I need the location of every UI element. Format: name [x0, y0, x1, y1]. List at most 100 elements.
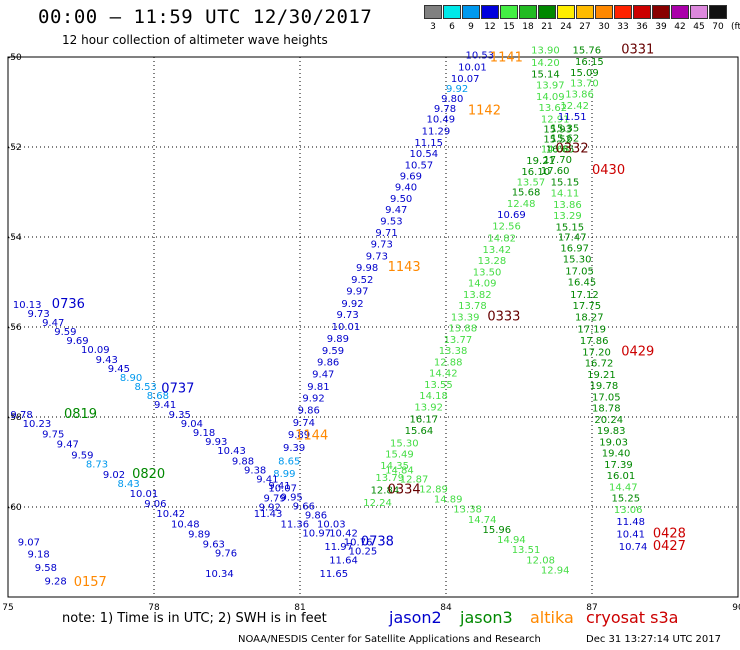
- lat-tick-label: -50: [7, 53, 22, 63]
- wave-height-value: 14.11: [551, 189, 580, 200]
- wave-height-value: 17.05: [565, 266, 594, 277]
- wave-height-value: 11.51: [558, 112, 587, 123]
- satellite-jason3-label: jason3: [460, 608, 513, 627]
- wave-height-value: 16:15: [575, 57, 604, 68]
- wave-height-value: 9.40: [395, 183, 417, 194]
- wave-height-value: 10.01: [332, 322, 361, 333]
- wave-height-value: 11.97: [324, 542, 353, 553]
- legend-swatch: [690, 5, 708, 19]
- pass-time-label: 0738: [361, 534, 394, 549]
- wave-height-value: 14.18: [419, 391, 448, 402]
- wave-height-value: 17.39: [604, 460, 633, 471]
- wave-height-value: 12.91: [541, 114, 570, 125]
- wave-height-value: 14.42: [429, 369, 458, 380]
- wave-height-value: 10.53: [465, 50, 494, 61]
- wave-height-value: 19.83: [597, 426, 626, 437]
- wave-height-value: 20.24: [594, 415, 623, 426]
- wave-height-value: 10.54: [410, 149, 439, 160]
- legend-swatch: [671, 5, 689, 19]
- wave-height-value: 9.04: [181, 419, 203, 430]
- wave-height-value: 9.73: [371, 239, 393, 250]
- legend-swatch: [652, 5, 670, 19]
- lon-tick-label: 84: [440, 603, 452, 613]
- wave-height-value: 11.48: [616, 517, 645, 528]
- wave-height-value: 8.65: [278, 456, 300, 467]
- wave-height-value: 15.09: [570, 68, 599, 79]
- pass-time-label: 0736: [52, 297, 85, 312]
- wave-height-value: 9.86: [298, 405, 320, 416]
- lat-tick-label: -58: [7, 413, 22, 423]
- wave-height-value: 8.68: [147, 391, 169, 402]
- wave-height-value: 9.41: [268, 481, 290, 492]
- wave-height-value: 13.92: [414, 402, 443, 413]
- wave-height-value: 17.60: [541, 166, 570, 177]
- wave-height-value: 9.47: [57, 440, 79, 451]
- wave-height-value: 9.38: [244, 465, 266, 476]
- wave-height-value: 13.38: [453, 504, 482, 515]
- lon-tick-label: 75: [2, 603, 13, 613]
- lat-tick-label: -54: [7, 233, 22, 243]
- wave-height-value: 19.21: [587, 370, 616, 381]
- wave-height-value: 18.27: [575, 312, 604, 323]
- wave-height-value: 9.97: [346, 287, 368, 298]
- legend-bin-label: 9: [468, 22, 474, 32]
- legend-bin-label: 30: [598, 22, 610, 32]
- wave-height-value: 16.45: [568, 278, 597, 289]
- wave-height-value: 10.03: [317, 519, 346, 530]
- wave-height-value: 15.93: [543, 125, 572, 136]
- wave-height-value: 15.68: [512, 188, 541, 199]
- wave-height-value: 9.78: [10, 410, 32, 421]
- legend-swatch: [500, 5, 518, 19]
- wave-height-value: 13.78: [458, 301, 487, 312]
- wave-height-value: 14.89: [434, 495, 463, 506]
- wave-height-value: 9.76: [215, 549, 237, 560]
- wave-height-value: 9.43: [96, 355, 118, 366]
- pass-time-label: 0333: [487, 309, 520, 324]
- wave-height-value: 15.64: [405, 426, 434, 437]
- wave-height-value: 15.76: [573, 45, 602, 56]
- pass-time-label: 0331: [621, 42, 654, 57]
- wave-height-value: 10.42: [329, 528, 358, 539]
- wave-height-value: 13.55: [424, 380, 453, 391]
- wave-height-value: 17.75: [573, 301, 602, 312]
- legend-bin-label: 36: [636, 22, 648, 32]
- pass-time-label: 1143: [388, 260, 421, 275]
- wave-height-value: 9.73: [337, 310, 359, 321]
- wave-height-value: 14.20: [531, 58, 560, 69]
- track-values: 10.5310.0110.079.929.809.7810.4911.2911.…: [10, 45, 647, 587]
- wave-height-value: 9.18: [193, 428, 215, 439]
- wave-height-value: 10.41: [616, 530, 645, 541]
- wave-height-value: 11.36: [281, 519, 310, 530]
- wave-height-value: 19.03: [599, 437, 628, 448]
- legend-bin-label: 18: [522, 22, 534, 32]
- wave-height-value: 16.72: [585, 359, 614, 370]
- wave-height-value: 9.07: [18, 537, 40, 548]
- legend-swatch: [709, 5, 727, 19]
- wave-height-value: 9.35: [169, 410, 191, 421]
- axis-ticks: 75 78 81 84 87 90 -50 -52 -54 -56 -58 -60: [2, 53, 740, 613]
- wave-height-value: 12.89: [419, 485, 448, 496]
- wave-height-value: 15.25: [611, 494, 640, 505]
- satellite-jason2-label: jason2: [389, 608, 442, 627]
- wave-height-value: 9.63: [203, 540, 225, 551]
- legend-bin-label: 42: [674, 22, 686, 32]
- wave-height-value: 10.34: [205, 569, 234, 580]
- wave-height-value: 9.41: [256, 474, 278, 485]
- wave-height-value: 12.56: [492, 221, 521, 232]
- wave-height-value: 13.86: [565, 90, 594, 101]
- wave-height-value: 9.58: [35, 563, 57, 574]
- wave-height-value: 17.19: [577, 324, 606, 335]
- wave-height-value: 9.75: [42, 429, 64, 440]
- wave-height-value: 9.52: [351, 275, 373, 286]
- wave-height-value: 9.89: [327, 334, 349, 345]
- wave-height-value: 9.28: [45, 576, 67, 587]
- wave-height-value: 14.09: [536, 92, 565, 103]
- wave-height-value: 10.48: [171, 519, 200, 530]
- wave-height-value: 16.97: [560, 243, 589, 254]
- wave-height-value: 13.62: [538, 103, 567, 114]
- wave-height-value: 13.90: [531, 45, 560, 56]
- legend-unit-label: (ft): [731, 22, 740, 32]
- wave-height-value: 9.78: [434, 104, 456, 115]
- wave-height-value: 11.64: [329, 555, 358, 566]
